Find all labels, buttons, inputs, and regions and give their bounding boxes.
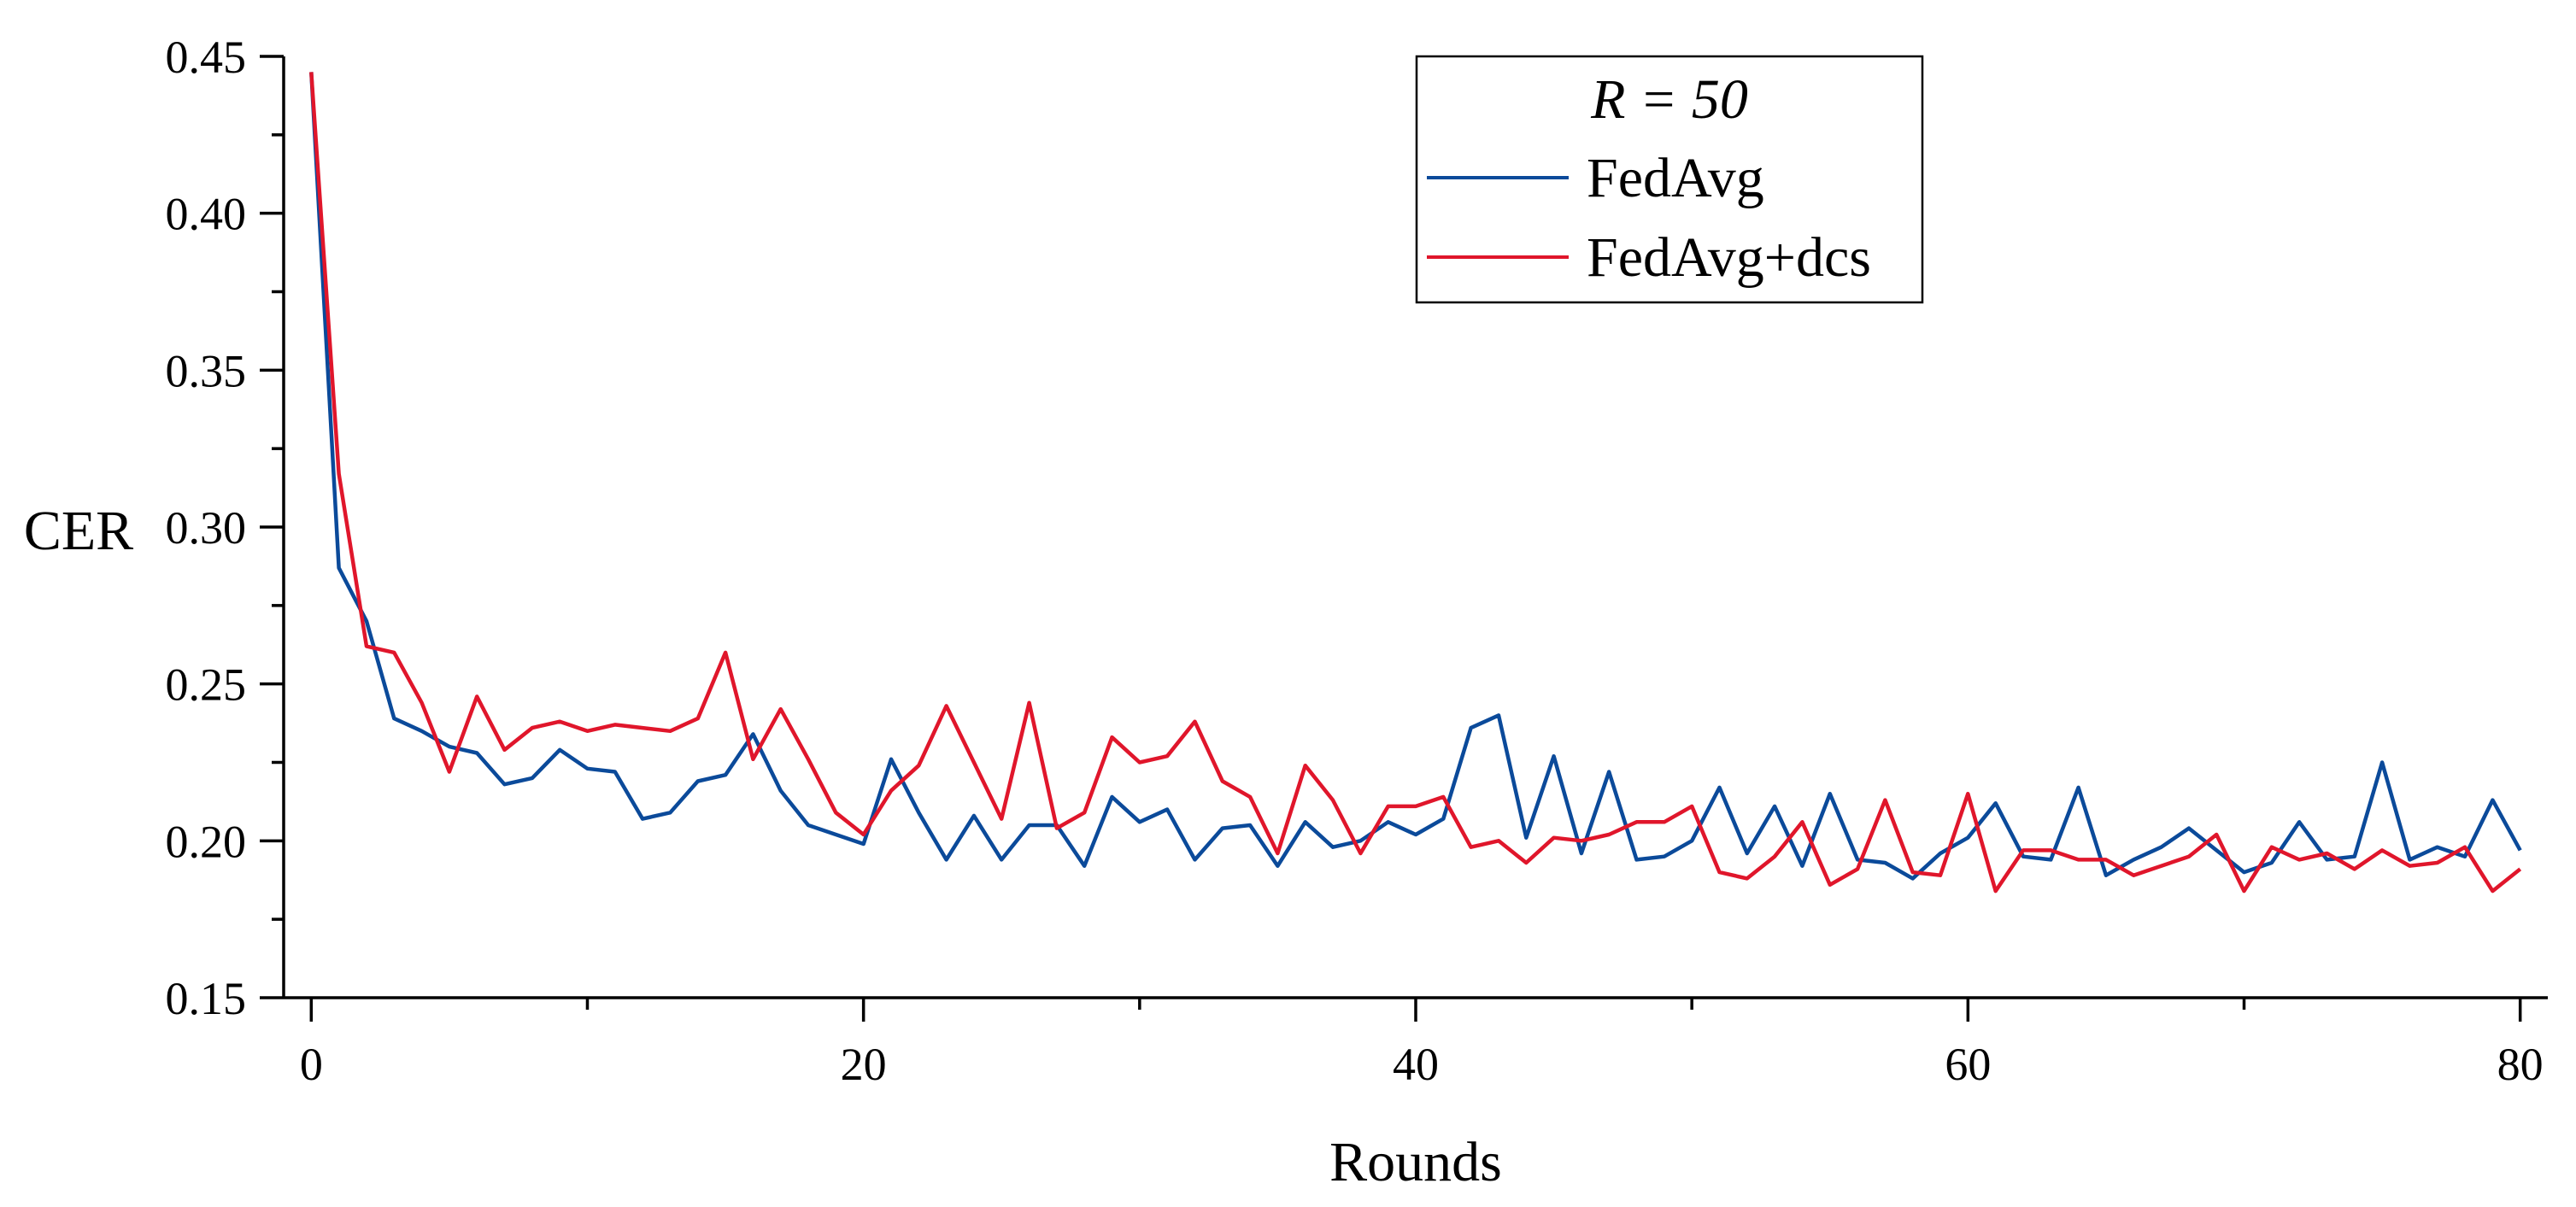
y-tick-label: 0.30 <box>166 502 247 554</box>
y-tick-label: 0.20 <box>166 816 247 867</box>
x-tick-label: 80 <box>2497 1039 2544 1090</box>
y-tick-label: 0.35 <box>166 345 247 396</box>
x-tick-label: 40 <box>1393 1039 1439 1090</box>
series-lines <box>309 72 2522 894</box>
y-tick-label: 0.15 <box>166 973 247 1024</box>
series-line-fedavg-dcs <box>309 72 2522 894</box>
x-tick-label: 60 <box>1945 1039 1991 1090</box>
y-tick-label: 0.45 <box>166 32 247 83</box>
legend-title: R = 50 <box>1590 68 1748 131</box>
x-tick-label: 0 <box>300 1039 323 1090</box>
axes: 0.15 0.20 0.25 0.30 0.35 0.40 0.45 0 20 40 60 80 <box>166 32 2548 1090</box>
legend-label-fedavg-dcs: FedAvg+dcs <box>1587 226 1871 289</box>
series-line-fedavg <box>309 72 2522 881</box>
legend: R = 50 FedAvg FedAvg+dcs <box>1415 55 1924 304</box>
y-tick-label: 0.40 <box>166 189 247 240</box>
legend-label-fedavg: FedAvg <box>1587 147 1764 209</box>
y-axis-label: CER <box>24 500 133 562</box>
y-tick-label: 0.25 <box>166 659 247 711</box>
x-axis-label: Rounds <box>1329 1131 1502 1193</box>
x-tick-label: 20 <box>841 1039 887 1090</box>
